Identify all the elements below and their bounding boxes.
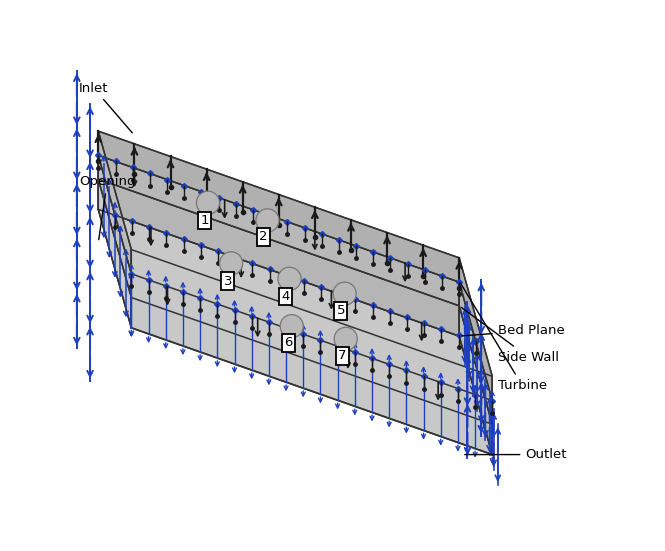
Circle shape — [280, 315, 303, 338]
Polygon shape — [98, 131, 460, 282]
Text: 6: 6 — [284, 336, 293, 349]
Text: Bed Plane: Bed Plane — [462, 324, 565, 337]
Text: Inlet: Inlet — [79, 82, 132, 133]
Text: 2: 2 — [259, 230, 268, 244]
Polygon shape — [98, 131, 132, 274]
Text: Outlet: Outlet — [465, 448, 567, 461]
Polygon shape — [98, 155, 132, 298]
Circle shape — [334, 327, 357, 350]
Circle shape — [256, 209, 279, 232]
Circle shape — [219, 252, 243, 275]
Polygon shape — [460, 306, 492, 455]
Polygon shape — [460, 282, 492, 424]
Polygon shape — [98, 155, 460, 306]
Circle shape — [196, 191, 219, 214]
Text: 7: 7 — [338, 349, 346, 363]
Polygon shape — [98, 179, 460, 336]
Text: Opening: Opening — [79, 175, 136, 240]
Polygon shape — [98, 179, 132, 328]
Polygon shape — [460, 258, 492, 401]
Polygon shape — [98, 209, 492, 455]
Text: Side Wall: Side Wall — [462, 307, 559, 364]
Circle shape — [278, 267, 301, 290]
Text: 4: 4 — [281, 290, 290, 303]
Text: Turbine: Turbine — [461, 283, 547, 392]
Text: 1: 1 — [200, 214, 209, 227]
Text: 3: 3 — [223, 274, 232, 288]
Circle shape — [333, 282, 356, 305]
Text: 5: 5 — [336, 304, 345, 317]
